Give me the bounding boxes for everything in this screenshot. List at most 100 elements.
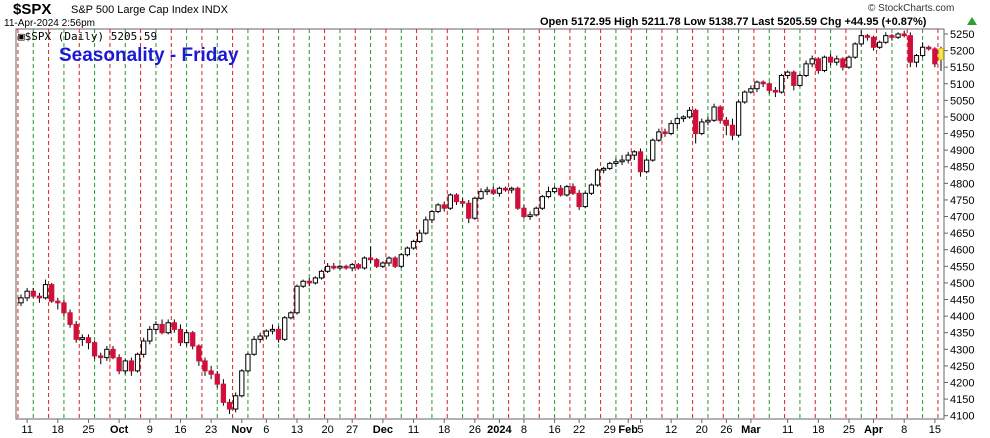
candle-body [803,63,809,76]
candle-body [809,58,815,65]
candle-body [484,189,490,193]
candle-body [901,33,907,37]
candle-body [840,58,846,68]
x-tick-label: 26 [469,424,481,436]
candle-body [772,89,779,93]
candle-body [380,262,386,267]
candle-body [349,264,355,269]
candle-body [846,56,852,68]
y-tick-label: 4800 [950,178,974,190]
y-tick-label: 4900 [950,145,974,157]
candle-body [551,187,558,193]
candle-body [545,191,552,198]
candle-body [883,35,889,43]
y-tick-label: 5050 [950,95,974,107]
candle-body [607,162,613,169]
y-tick-label: 4850 [950,162,974,174]
candle-body [570,186,576,194]
candle-body [423,219,429,234]
candle-body [300,280,306,287]
candle-body [233,395,239,410]
candle-body [748,88,754,93]
y-tick-label: 4350 [950,328,974,340]
x-tick-label: 15 [929,424,941,436]
candle-body [631,151,637,156]
candle-body [643,159,650,173]
candle-body [515,187,521,209]
candle-body [441,204,447,209]
candle-body [202,360,208,372]
y-tick-label: 5250 [950,29,974,41]
y-tick-label: 4500 [950,278,974,290]
y-tick-label: 4700 [950,212,974,224]
candle-body [331,265,337,269]
candle-body [466,202,472,219]
x-tick-label: 8 [901,424,907,436]
x-tick-label: 22 [573,424,585,436]
up-arrow-icon [967,17,977,25]
candle-body [214,373,220,385]
candle-body [122,360,128,372]
x-tick-label: 20 [322,424,334,436]
x-tick-label: Apr [864,424,884,436]
candle-body [907,35,913,63]
candle-body [601,167,607,171]
candle-body [49,284,55,302]
candle-body [919,46,926,57]
x-tick-label: 29 [604,424,616,436]
candle-body [662,131,668,135]
x-tick-label: Nov [231,424,253,436]
candle-body [938,48,944,61]
candle-body [343,265,349,269]
y-tick-label: 5100 [950,79,974,91]
candle-body [374,259,380,267]
candle-body [159,323,165,334]
candle-body [926,46,932,50]
x-tick-label: Dec [373,424,393,436]
candle-body [637,151,644,173]
candle-body [521,207,527,218]
candle-body [435,204,441,213]
candle-body [447,194,453,209]
candle-body [128,360,135,372]
candle-body [263,330,269,337]
y-tick-label: 4200 [950,377,974,389]
x-tick-label: 16 [548,424,560,436]
x-tick-label: 25 [843,424,855,436]
candle-body [625,154,631,161]
candle-body [594,169,601,186]
candle-body [680,116,687,120]
candle-body [815,58,821,71]
candle-body [282,317,288,340]
y-tick-label: 4650 [950,228,974,240]
candle-body [355,264,361,269]
y-tick-label: 4250 [950,361,974,373]
candle-body [870,36,877,48]
symbol-description: S&P 500 Large Cap Index INDX [71,4,228,16]
candle-body [913,55,920,63]
candle-body [177,328,184,344]
candle-body [895,33,901,38]
candle-body [190,332,196,347]
candle-body [858,35,864,45]
candle-body [116,357,122,372]
candle-body [67,312,73,325]
candle-body [619,159,625,163]
candle-body [668,123,674,135]
candle-body [55,300,61,304]
candle-body [877,41,883,48]
candle-body [24,290,30,299]
y-tick-label: 4950 [950,129,974,141]
candle-body [459,201,466,204]
series-legend: ▣$SPX (Daily) 5205.59 [18,30,158,43]
candle-body [220,383,227,403]
symbol-label: $SPX [13,1,52,18]
candle-body [79,337,85,340]
candle-body [711,106,717,121]
candle-body [453,194,460,203]
candle-body [478,191,484,199]
candle-body [533,207,539,216]
x-tick-label: 18 [812,424,824,436]
